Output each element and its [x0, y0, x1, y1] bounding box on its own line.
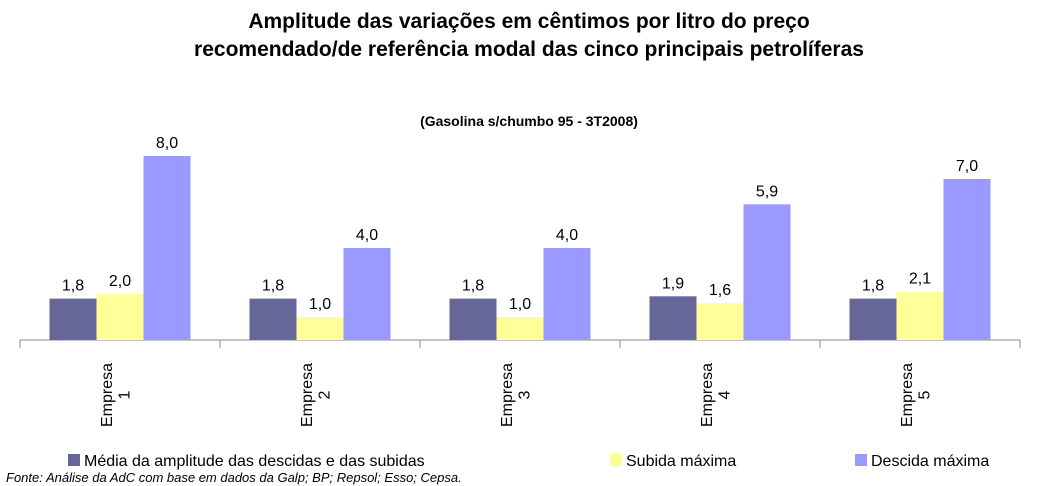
- bar: [49, 298, 97, 340]
- bar: [296, 317, 344, 340]
- bar: [696, 303, 744, 340]
- bar: [449, 298, 497, 340]
- value-label: 4,0: [556, 227, 578, 244]
- value-label: 1,0: [309, 296, 331, 313]
- x-tick-label: Empresa2: [299, 363, 334, 427]
- bar: [943, 179, 991, 340]
- bar: [496, 317, 544, 340]
- bar: [649, 296, 697, 340]
- x-tick-label: Empresa1: [99, 363, 134, 427]
- value-label: 4,0: [356, 227, 378, 244]
- legend-label: Subida máxima: [626, 453, 736, 470]
- legend-label: Média da amplitude das descidas e das su…: [84, 453, 425, 470]
- bar: [343, 248, 391, 340]
- value-label: 2,1: [909, 271, 931, 288]
- bar: [249, 298, 297, 340]
- legend-swatch: [68, 454, 80, 466]
- value-label: 1,9: [662, 275, 684, 292]
- chart-subtitle: (Gasolina s/chumbo 95 - 3T2008): [420, 113, 638, 129]
- bar: [896, 291, 944, 340]
- chart-title: Amplitude das variações em cêntimos por …: [194, 10, 864, 61]
- bar: [96, 294, 144, 340]
- bar: [143, 156, 191, 340]
- value-label: 7,0: [956, 158, 978, 175]
- value-label: 1,6: [709, 282, 731, 299]
- value-label: 1,0: [509, 296, 531, 313]
- x-tick-label: Empresa3: [499, 363, 534, 427]
- bar: [543, 248, 591, 340]
- value-label: 8,0: [156, 135, 178, 152]
- legend-label: Descida máxima: [871, 453, 989, 470]
- legend-swatch: [610, 454, 622, 466]
- value-label: 1,8: [262, 278, 284, 295]
- value-label: 1,8: [462, 278, 484, 295]
- source-note: Fonte: Análise da AdC com base em dados …: [6, 470, 462, 485]
- legend-swatch: [855, 454, 867, 466]
- value-label: 5,9: [756, 183, 778, 200]
- value-label: 1,8: [862, 278, 884, 295]
- bar: [849, 298, 897, 340]
- x-tick-label: Empresa4: [699, 363, 734, 427]
- value-label: 1,8: [62, 278, 84, 295]
- x-tick-label: Empresa5: [899, 363, 934, 427]
- value-label: 2,0: [109, 273, 131, 290]
- bar: [743, 204, 791, 340]
